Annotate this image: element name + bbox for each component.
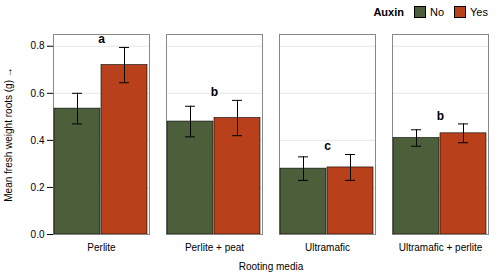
html-text:Auxin: Auxin [373,6,404,18]
svg-text:c: c [324,139,331,153]
html-text:No: No [430,6,444,18]
svg-text:0.4: 0.4 [31,135,45,146]
svg-text:Rooting media: Rooting media [239,261,304,272]
svg-text:Ultramafic + perlite: Ultramafic + perlite [399,242,483,253]
svg-text:a: a [98,32,105,46]
svg-text:0.0: 0.0 [31,229,45,240]
svg-text:Mean fresh weight roots (g) →: Mean fresh weight roots (g) → [3,67,14,202]
svg-text:b: b [437,109,444,123]
svg-text:Perlite + peat: Perlite + peat [185,242,244,253]
svg-text:0.6: 0.6 [31,88,45,99]
svg-text:b: b [211,85,218,99]
svg-text:0.8: 0.8 [31,40,45,51]
svg-text:Perlite: Perlite [87,242,116,253]
svg-text:Ultramafic: Ultramafic [305,242,350,253]
svg-text:0.2: 0.2 [31,182,45,193]
html-text:Yes: Yes [470,6,488,18]
